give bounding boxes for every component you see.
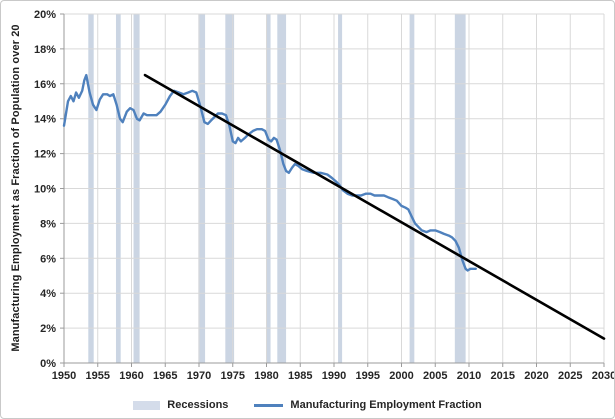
y-tick-label: 6% [40, 253, 56, 265]
x-tick-label: 1985 [288, 370, 312, 382]
x-tick-label: 2020 [524, 370, 548, 382]
line-swatch-icon [254, 403, 284, 407]
x-tick-label: 1965 [153, 370, 177, 382]
y-tick-label: 16% [34, 79, 56, 91]
y-tick-label: 12% [34, 149, 56, 161]
x-tick-label: 2010 [457, 370, 481, 382]
x-tick-label: 1955 [86, 370, 110, 382]
y-tick-label: 10% [34, 184, 56, 196]
y-tick-label: 0% [40, 358, 56, 370]
employment-fraction-line [62, 73, 477, 272]
legend-item-employment-fraction: Manufacturing Employment Fraction [254, 399, 482, 411]
x-tick-label: 1975 [221, 370, 245, 382]
y-tick-label: 2% [40, 323, 56, 335]
x-tick-label: 2015 [491, 370, 515, 382]
y-tick-label: 8% [40, 218, 56, 230]
x-tick-label: 2000 [389, 370, 413, 382]
x-tick-label: 2030 [592, 370, 615, 382]
y-axis-title: Manufacturing Employment as Fraction of … [10, 24, 22, 352]
y-tick-label: 14% [34, 114, 56, 126]
x-tick-label: 1990 [322, 370, 346, 382]
legend-label-employment-fraction: Manufacturing Employment Fraction [290, 399, 482, 411]
legend-item-recessions: Recessions [133, 399, 228, 411]
y-tick-label: 20% [34, 9, 56, 21]
x-tick-label: 2025 [558, 370, 582, 382]
x-tick-label: 1970 [187, 370, 211, 382]
trend-line [143, 73, 606, 340]
x-tick-label: 2005 [423, 370, 447, 382]
x-tick-label: 1980 [254, 370, 278, 382]
legend-label-recessions: Recessions [167, 399, 229, 411]
x-tick-label: 1950 [52, 370, 76, 382]
x-tick-label: 1995 [356, 370, 380, 382]
x-tick-label: 1960 [119, 370, 143, 382]
y-tick-label: 18% [34, 44, 56, 56]
recession-band-swatch-icon [133, 400, 161, 410]
y-tick-label: 4% [40, 288, 56, 300]
legend: Recessions Manufacturing Employment Frac… [1, 399, 614, 411]
